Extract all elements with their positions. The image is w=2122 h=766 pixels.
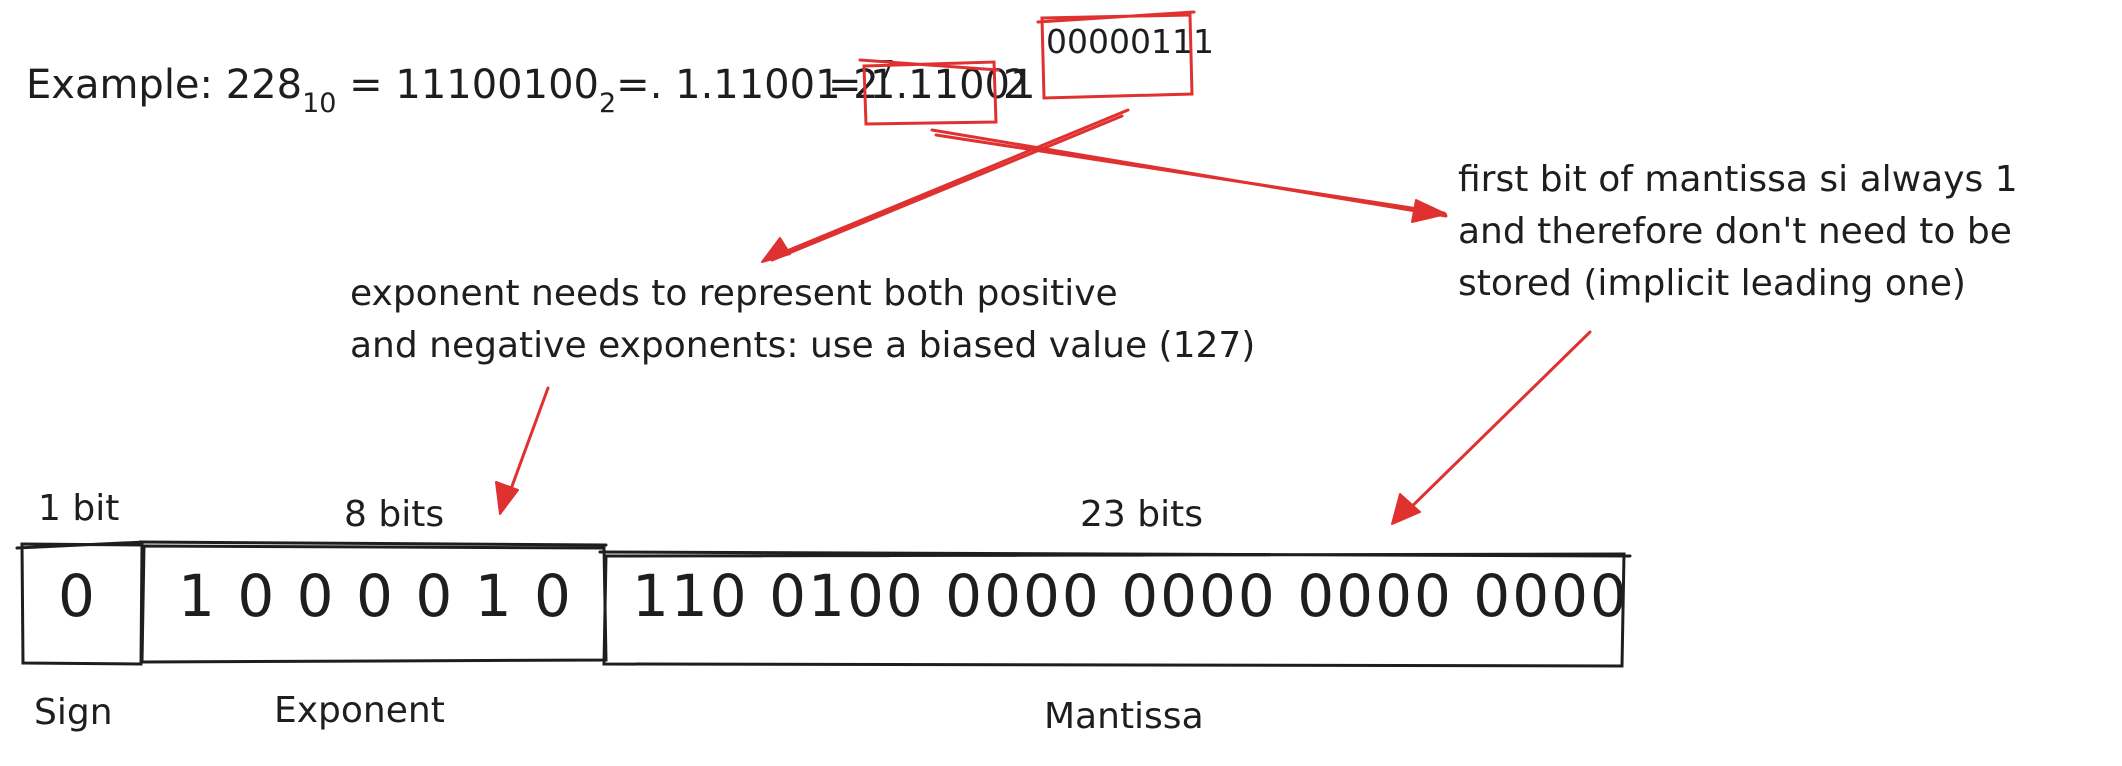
arrowhead	[1411, 199, 1447, 223]
exponent-note: exponent needs to represent both positiv…	[350, 268, 1255, 372]
sign-width-label: 1 bit	[38, 488, 120, 529]
example-equation: Example: 22810 = 111001002=. 1.11001 27	[26, 55, 895, 119]
exponent-width-label: 8 bits	[344, 494, 445, 535]
exponent-note-line: and negative exponents: use a biased val…	[350, 325, 1256, 366]
exponent-field-box	[138, 540, 608, 664]
sign-bits: 0	[58, 562, 97, 630]
mantissa-highlight-box	[858, 58, 1000, 126]
mantissa-field-box	[598, 550, 1632, 668]
base-two: 2	[1003, 62, 1029, 108]
sign-field-box	[15, 540, 147, 666]
base-2-subscript: 2	[598, 88, 617, 119]
arrowhead	[761, 237, 791, 263]
equation-prefix: Example: 228	[26, 62, 303, 108]
base-10-subscript: 10	[302, 88, 337, 119]
boxed-mantissa: 1.11001	[870, 62, 1036, 108]
exponent-name-label: Exponent	[274, 690, 445, 731]
exponent-highlight-box	[1036, 10, 1196, 100]
boxed-exponent: 00000111	[1046, 22, 1214, 61]
arrowhead	[495, 481, 519, 515]
mantissa-name-label: Mantissa	[1044, 696, 1204, 737]
mantissa-note: first bit of mantissa si always 1 and th…	[1458, 154, 2018, 310]
exponent-bits: 1 0 0 0 0 1 0	[178, 562, 573, 630]
mantissa-to-note-arrow	[930, 128, 1448, 218]
equals-sign: =	[828, 62, 862, 108]
mantissa-bits: 110 0100 0000 0000 0000 0000	[632, 562, 1629, 630]
arrowhead	[1391, 493, 1421, 525]
exponent-to-note-arrow	[768, 108, 1130, 262]
exponent-note-line: exponent needs to represent both positiv…	[350, 273, 1118, 314]
mantissa-note-line: first bit of mantissa si always 1	[1458, 159, 2018, 200]
mantissa-width-label: 23 bits	[1080, 494, 1203, 535]
mantissa-note-line: and therefore don't need to be	[1458, 211, 2012, 252]
mantissa-note-line: stored (implicit leading one)	[1458, 263, 1966, 304]
sign-name-label: Sign	[34, 692, 113, 733]
note-to-mantissa-field-arrow	[1396, 330, 1592, 522]
normalized-value: =. 1.11001 2	[616, 62, 879, 108]
binary-value: = 11100100	[349, 62, 599, 108]
